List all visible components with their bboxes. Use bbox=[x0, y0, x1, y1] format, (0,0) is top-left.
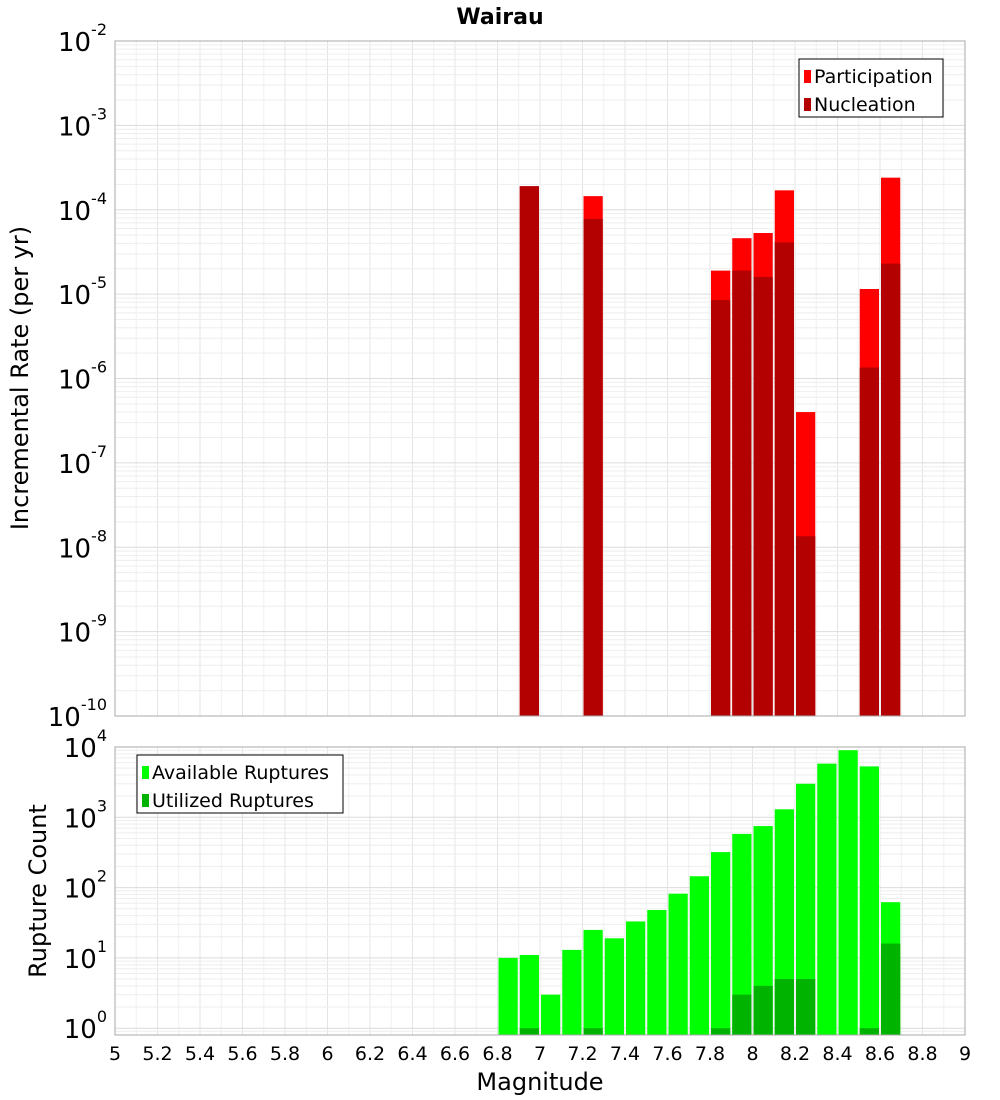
rate-y-tick-label: 10-2 bbox=[58, 20, 107, 58]
count-bar-available bbox=[562, 949, 582, 1035]
count-plot-frame bbox=[114, 746, 966, 1036]
x-tick-label: 7 bbox=[534, 1043, 546, 1065]
rate-legend-label-nucleation: Nucleation bbox=[814, 94, 916, 116]
x-tick-label: 7.8 bbox=[695, 1043, 725, 1065]
count-bar-available bbox=[626, 921, 646, 1035]
count-y-tick-label: 104 bbox=[64, 726, 107, 764]
rate-bar-nucleation bbox=[859, 367, 879, 716]
count-bar-available bbox=[859, 766, 879, 1035]
x-tick-label: 8.2 bbox=[780, 1043, 810, 1065]
count-y-tick-label: 103 bbox=[64, 796, 107, 834]
count-bar-available bbox=[732, 833, 752, 1035]
count-bar-available bbox=[753, 826, 773, 1035]
rate-bar-nucleation bbox=[881, 263, 901, 716]
rate-legend-box bbox=[798, 58, 944, 118]
x-tick-label: 5.8 bbox=[270, 1043, 300, 1065]
count-y-tick-label: 102 bbox=[64, 867, 107, 905]
count-bar-available bbox=[541, 994, 561, 1035]
count-bar-utilized bbox=[732, 994, 752, 1035]
count-bar-utilized bbox=[796, 979, 816, 1035]
rate-bar-nucleation bbox=[732, 270, 752, 716]
count-bar-utilized bbox=[583, 1028, 603, 1035]
count-y-tick-label: 100 bbox=[64, 1007, 107, 1045]
rate-bar-nucleation bbox=[519, 186, 539, 717]
rate-legend-swatch-nucleation bbox=[804, 98, 811, 111]
count-bar-available bbox=[689, 876, 709, 1035]
x-tick-label: 8 bbox=[746, 1043, 758, 1065]
rate-bar-nucleation bbox=[774, 242, 794, 717]
rate-legend-swatch-participation bbox=[804, 70, 811, 83]
count-bar-available bbox=[817, 763, 837, 1035]
count-bar-utilized bbox=[753, 985, 773, 1035]
count-bar-available bbox=[519, 954, 539, 1035]
rate-y-tick-label: 10-6 bbox=[58, 358, 107, 396]
x-tick-label: 6.8 bbox=[482, 1043, 512, 1065]
rate-bar-nucleation bbox=[796, 536, 816, 716]
count-bar-available bbox=[796, 783, 816, 1035]
rate-y-tick-label: 10-10 bbox=[48, 695, 107, 733]
x-tick-label: 7.2 bbox=[567, 1043, 597, 1065]
count-bar-utilized bbox=[519, 1028, 539, 1035]
x-tick-label: 6.4 bbox=[397, 1043, 427, 1065]
rate-legend: Participation Nucleation bbox=[798, 58, 944, 118]
count-bar-available bbox=[604, 938, 624, 1035]
count-bar-available bbox=[774, 809, 794, 1035]
x-tick-label: 6 bbox=[321, 1043, 333, 1065]
rate-y-tick-label: 10-9 bbox=[58, 611, 107, 649]
rate-plot-frame bbox=[114, 40, 966, 717]
count-bar-utilized bbox=[859, 1028, 879, 1035]
count-legend-swatch-utilized bbox=[142, 794, 149, 807]
x-tick-label: 9 bbox=[959, 1043, 971, 1065]
x-tick-label: 8.4 bbox=[822, 1043, 852, 1065]
x-tick-label: 6.6 bbox=[440, 1043, 470, 1065]
rate-legend-label-participation: Participation bbox=[814, 66, 933, 88]
rate-bar-nucleation bbox=[711, 300, 731, 716]
x-tick-label: 7.4 bbox=[610, 1043, 640, 1065]
x-tick-label: 6.2 bbox=[355, 1043, 385, 1065]
count-bar-available bbox=[498, 957, 518, 1035]
count-bar-utilized bbox=[711, 1028, 731, 1035]
count-bar-available bbox=[647, 910, 667, 1035]
x-axis-label: Magnitude bbox=[476, 1068, 603, 1096]
rate-y-tick-label: 10-5 bbox=[58, 273, 107, 311]
count-bar-available bbox=[711, 852, 731, 1035]
bottom-y-axis-label: Rupture Count bbox=[24, 804, 52, 978]
count-legend-swatch-available bbox=[142, 766, 149, 779]
x-tick-label: 5 bbox=[109, 1043, 121, 1065]
rate-bar-nucleation bbox=[583, 218, 603, 716]
rate-y-tick-label: 10-8 bbox=[58, 526, 107, 564]
count-legend-label-available: Available Ruptures bbox=[152, 762, 329, 784]
x-tick-label: 8.6 bbox=[865, 1043, 895, 1065]
count-legend: Available Ruptures Utilized Ruptures bbox=[136, 754, 344, 814]
chart-title: Wairau bbox=[456, 5, 543, 30]
x-tick-label: 5.6 bbox=[227, 1043, 257, 1065]
x-tick-label: 8.8 bbox=[907, 1043, 937, 1065]
rate-y-tick-label: 10-4 bbox=[58, 189, 107, 227]
rate-y-tick-label: 10-3 bbox=[58, 104, 107, 142]
count-y-tick-label: 101 bbox=[64, 937, 107, 975]
count-bar-utilized bbox=[774, 979, 794, 1035]
x-tick-label: 5.4 bbox=[185, 1043, 215, 1065]
top-panel: 10-10 10-9 10-8 10-7 10-6 10-5 10-4 10-3 10-2 Par… bbox=[48, 20, 966, 733]
count-bar-utilized bbox=[881, 943, 901, 1035]
count-legend-label-utilized: Utilized Ruptures bbox=[152, 790, 314, 812]
x-tick-label: 7.6 bbox=[652, 1043, 682, 1065]
count-bar-available bbox=[668, 893, 688, 1035]
rate-bar-nucleation bbox=[753, 276, 773, 716]
x-tick-label: 5.2 bbox=[142, 1043, 172, 1065]
rate-y-tick-label: 10-7 bbox=[58, 442, 107, 480]
bottom-panel: 100 101 102 103 104 5 5.2 5.4 5.6 5.8 6 6.2 6.4 6.6 6.… bbox=[64, 726, 971, 1065]
count-bar-available bbox=[583, 929, 603, 1035]
top-y-axis-label: Incremental Rate (per yr) bbox=[6, 226, 34, 530]
count-legend-box bbox=[136, 754, 344, 814]
count-bar-available bbox=[838, 750, 858, 1035]
